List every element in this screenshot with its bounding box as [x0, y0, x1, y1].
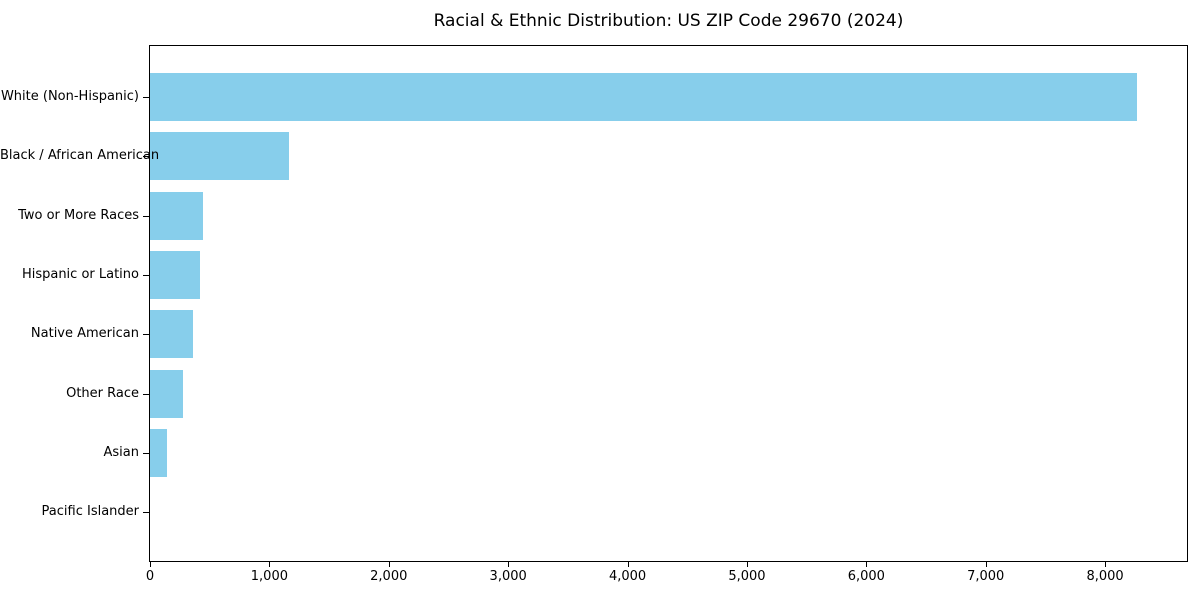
y-tick-label: Native American — [30, 326, 139, 342]
x-tick-label: 2,000 — [370, 569, 408, 584]
plot-area — [149, 45, 1188, 562]
y-tick-mark — [143, 215, 149, 217]
x-tick-label: 1,000 — [250, 569, 288, 584]
bar-two-or-more-races — [150, 191, 203, 240]
x-tick-mark — [388, 562, 390, 567]
bar-native-american — [150, 310, 193, 359]
bar-hispanic-or-latino — [150, 250, 201, 299]
x-tick-mark — [150, 562, 151, 567]
x-tick-label: 3,000 — [489, 569, 527, 584]
x-tick-label: 7,000 — [967, 569, 1005, 584]
bar-white-non-hispanic — [150, 73, 1137, 121]
y-tick-mark — [143, 393, 149, 395]
y-tick-mark — [143, 274, 149, 276]
y-tick-label: Two or More Races — [18, 207, 139, 223]
y-tick-mark — [143, 156, 149, 158]
y-tick-mark — [143, 97, 149, 98]
y-tick-label: Other Race — [66, 385, 139, 401]
x-tick-mark — [1105, 562, 1107, 567]
bar-other-race — [150, 369, 184, 418]
chart-title: Racial & Ethnic Distribution: US ZIP Cod… — [433, 11, 904, 31]
x-tick-mark — [746, 562, 748, 567]
bar-asian — [150, 428, 167, 477]
y-tick-label: White (Non-Hispanic) — [0, 89, 139, 104]
y-tick-label: Hispanic or Latino — [21, 266, 139, 282]
x-tick-label: 0 — [145, 569, 155, 584]
y-tick-mark — [143, 334, 149, 336]
x-tick-mark — [866, 562, 868, 567]
x-tick-mark — [985, 562, 987, 567]
y-tick-label: Black / African American — [0, 148, 160, 164]
x-tick-label: 6,000 — [847, 569, 885, 584]
y-tick-label: Asian — [103, 444, 139, 460]
bar-black-african-american — [150, 132, 290, 181]
y-tick-mark — [143, 452, 149, 454]
x-tick-label: 4,000 — [608, 569, 647, 584]
x-tick-mark — [269, 562, 271, 567]
x-tick-label: 8,000 — [1086, 569, 1124, 584]
y-tick-mark — [143, 512, 149, 514]
x-tick-mark — [508, 562, 510, 567]
y-tick-label: Pacific Islander — [41, 504, 139, 520]
x-tick-label: 5,000 — [728, 569, 766, 584]
x-tick-mark — [627, 562, 629, 567]
